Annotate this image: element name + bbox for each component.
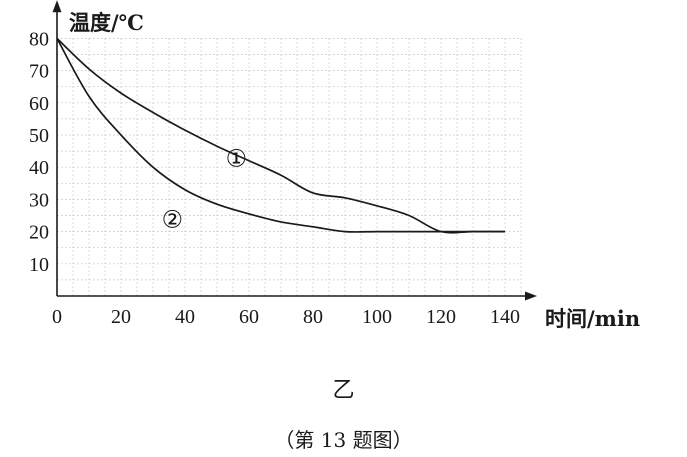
figure-sublabel: 乙	[332, 378, 355, 403]
x-axis-arrow	[525, 291, 537, 301]
series-label-2: ②	[161, 206, 183, 234]
tick-labels: 0 20 40 60 80 100 120 140 10 20 30 40 50 60 70 80	[29, 28, 520, 328]
series-line-1	[56, 37, 505, 234]
x-tick-label: 20	[111, 306, 131, 328]
y-tick-label: 30	[29, 189, 49, 211]
series-label-1: ①	[225, 145, 247, 173]
y-tick-label: 40	[29, 157, 49, 179]
figure-caption: （第 13 题图）	[274, 428, 413, 452]
y-tick-label: 70	[29, 61, 49, 83]
x-tick-label: 80	[303, 306, 323, 328]
curves: ①②	[56, 37, 505, 234]
y-tick-label: 50	[29, 125, 49, 147]
x-tick-label: 40	[175, 306, 195, 328]
series-line-2	[56, 37, 505, 233]
x-tick-label: 140	[490, 306, 520, 328]
y-axis-arrow	[52, 0, 62, 13]
y-tick-label: 10	[29, 254, 49, 276]
x-axis-label: 时间/min	[545, 306, 640, 331]
x-tick-label: 0	[52, 306, 62, 328]
y-axis-label: 温度/℃	[69, 10, 144, 35]
axes	[52, 0, 537, 301]
x-tick-label: 120	[426, 306, 456, 328]
grid	[57, 38, 522, 296]
x-tick-label: 60	[239, 306, 259, 328]
y-tick-label: 80	[29, 28, 49, 50]
y-tick-label: 60	[29, 93, 49, 115]
x-tick-label: 100	[362, 306, 392, 328]
y-tick-label: 20	[29, 222, 49, 244]
